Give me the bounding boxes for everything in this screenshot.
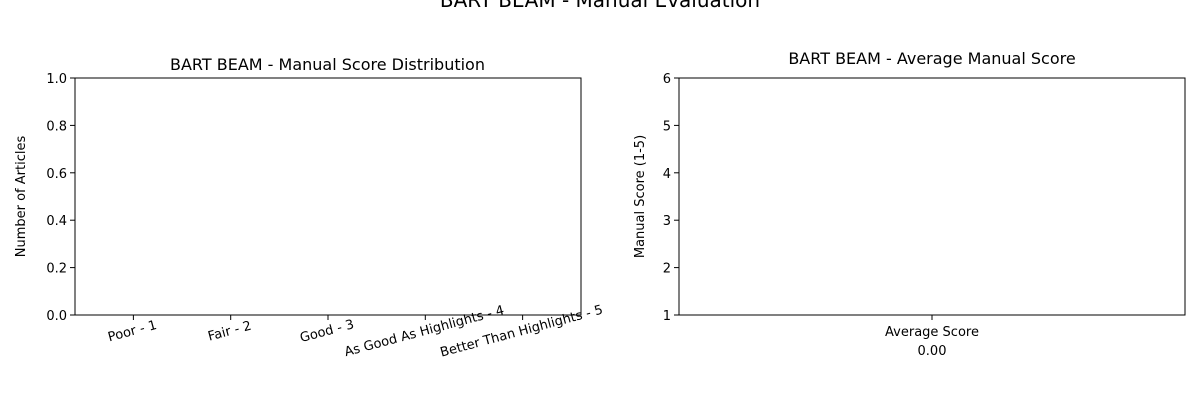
plot-frame [678,77,1186,316]
x-tick-label: Better Than Highlights - 5 [439,303,605,361]
tick-layer: 1 2 3 4 5 6 Average Score 0.00 [663,72,979,359]
y-tick-label: 4 [663,167,671,182]
chart-title: BART BEAM - Manual Score Distribution [170,55,485,74]
y-tick-label: 5 [663,119,671,134]
y-axis-label: Number of Articles [14,136,29,258]
x-tick-label: As Good As Highlights - 4 [343,303,506,360]
score-distribution-chart: BART BEAM - Manual Score Distribution Nu… [14,55,605,361]
x-tick-label: Average Score [885,325,979,340]
y-tick-label: 1 [663,309,671,324]
figure-suptitle: BART BEAM - Manual Evaluation [440,0,760,12]
y-tick-label: 0.2 [46,262,67,277]
y-tick-label: 0.6 [46,167,67,182]
average-score-chart: BART BEAM - Average Manual Score Manual … [633,49,1186,359]
y-axis-label: Manual Score (1-5) [633,135,648,258]
y-tick-label: 0.0 [46,309,67,324]
y-tick-label: 0.4 [46,214,67,229]
x-tick-label: Fair - 2 [206,319,253,345]
x-tick-label: Good - 3 [298,317,355,346]
y-tick-label: 0.8 [46,119,67,134]
y-tick-label: 3 [663,214,671,229]
y-tick-label: 1.0 [46,72,67,87]
y-tick-label: 2 [663,262,671,277]
tick-layer: 0.0 0.2 0.4 0.6 0.8 1.0 Poor - 1 Fair - 2 Good -… [46,72,604,361]
bar-value-label: 0.00 [918,344,947,359]
y-tick-label: 6 [663,72,671,87]
plot-frame [74,77,582,316]
x-tick-label: Poor - 1 [106,318,158,345]
chart-title: BART BEAM - Average Manual Score [788,49,1075,68]
